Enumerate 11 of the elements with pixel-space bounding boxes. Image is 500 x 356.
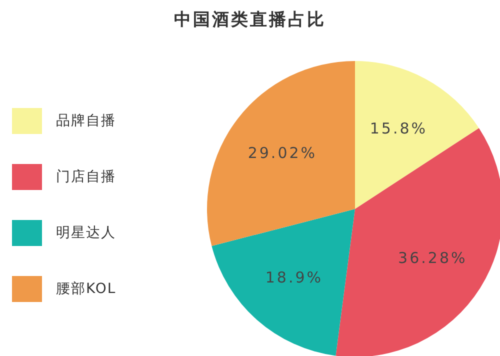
- data-label: 29.02%: [248, 144, 318, 162]
- legend-label: 门店自播: [56, 168, 116, 186]
- data-label: 15.8%: [370, 119, 428, 138]
- legend-label: 品牌自播: [56, 112, 116, 130]
- data-label: 36.28%: [398, 248, 468, 267]
- pie-slice: [212, 209, 355, 356]
- chart-title: 中国酒类直播占比: [173, 9, 327, 31]
- data-label: 18.9%: [265, 268, 324, 287]
- pie-slice: [207, 61, 355, 246]
- legend-label: 明星达人: [56, 224, 116, 242]
- legend-label: 腰部KOL: [56, 280, 116, 298]
